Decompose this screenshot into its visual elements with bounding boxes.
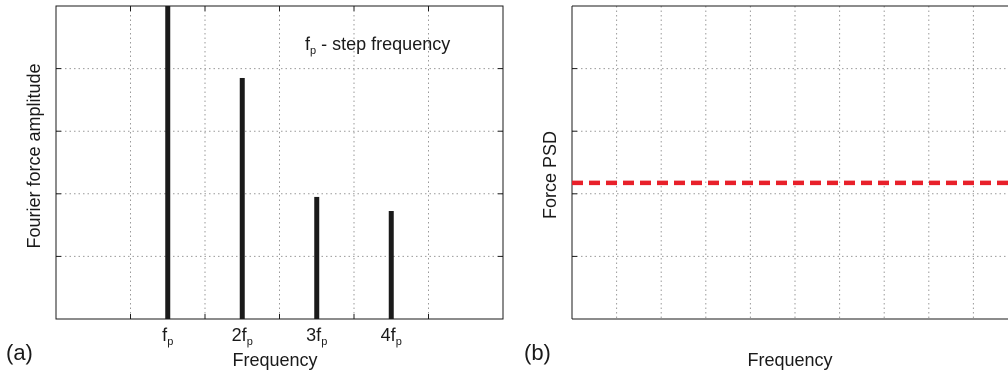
panel-a-tick-label: 4fp xyxy=(381,325,402,348)
panel-a-xlabel: Frequency xyxy=(232,350,317,370)
panel-b-label: (b) xyxy=(524,340,551,365)
panel-a-axes xyxy=(55,5,504,320)
panel-b-xlabel: Frequency xyxy=(747,350,832,370)
panel-a-bar xyxy=(165,6,171,319)
panel-a-tick-label: 2fp xyxy=(232,325,253,348)
panel-a-ylabel: Fourier force amplitude xyxy=(24,63,44,248)
panel-a-annotation: fp - step frequency xyxy=(305,34,450,57)
panel-a-tick-label: 3fp xyxy=(306,325,327,348)
panel-b-axes xyxy=(571,5,1008,320)
panel-a-bar xyxy=(388,211,394,319)
panel-a-bars xyxy=(165,6,394,320)
panel-b-ylabel: Force PSD xyxy=(540,131,560,219)
panel-a-plot: fp 2fp 3fp 4fp fp - step frequency Frequenc… xyxy=(6,5,504,370)
panel-a-bar xyxy=(239,77,245,320)
panel-a-tick-labels: fp 2fp 3fp 4fp xyxy=(162,325,402,348)
panel-b-grid xyxy=(572,6,1008,319)
panel-a-tick-label: fp xyxy=(162,325,173,348)
panel-a-label: (a) xyxy=(6,340,33,365)
panel-b-plot: Frequency Force PSD (b) xyxy=(524,5,1008,370)
panel-a-bar xyxy=(314,196,320,319)
